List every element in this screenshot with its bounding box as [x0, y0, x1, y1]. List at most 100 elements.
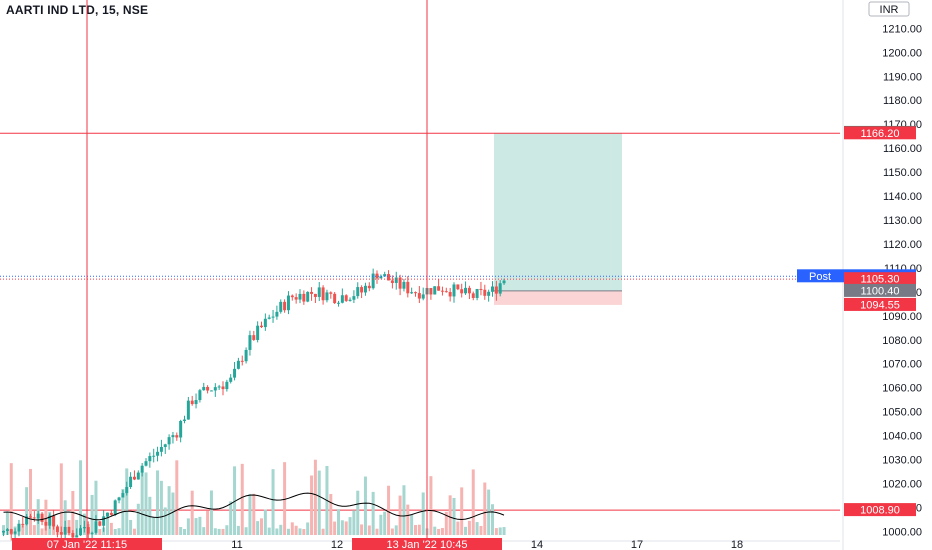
volume-bar	[179, 527, 183, 535]
volume-bar	[256, 521, 260, 535]
candle-body	[229, 377, 233, 382]
candle-body	[52, 515, 56, 527]
currency-box	[868, 1, 910, 17]
volume-bar	[252, 493, 256, 535]
candle-body	[152, 455, 156, 457]
candle-body	[390, 280, 394, 283]
candle-body	[352, 296, 356, 300]
candle-body	[9, 529, 13, 534]
y-tick-label: 1200.00	[882, 47, 922, 59]
y-tick-label: 1000.00	[882, 526, 922, 538]
candle-body	[21, 523, 25, 525]
volume-bar	[209, 490, 213, 535]
candle-body	[221, 386, 225, 390]
candle-body	[82, 527, 86, 529]
candle-body	[163, 444, 167, 447]
volume-bar	[125, 468, 129, 535]
volume-bar	[202, 527, 206, 535]
candle-body	[2, 530, 6, 533]
volume-bar	[25, 487, 29, 535]
candle-body	[283, 301, 287, 311]
volume-bar	[221, 528, 225, 535]
candle-body	[479, 288, 483, 290]
candle-body	[333, 293, 337, 304]
volume-bar	[117, 528, 121, 535]
volume-bar	[206, 510, 210, 535]
candle-body	[360, 287, 364, 293]
candle-body	[13, 531, 17, 534]
candle-body	[67, 526, 71, 534]
volume-bar	[159, 480, 163, 535]
candle-body	[59, 532, 63, 535]
candle-body	[240, 360, 244, 362]
candle-body	[198, 390, 202, 401]
price-tag-label: 1166.20	[861, 128, 900, 140]
volume-bar	[379, 514, 383, 535]
candle-body	[387, 274, 391, 281]
volume-bar	[44, 499, 48, 535]
crosshair-time-label: 07 Jan '22 11:15	[47, 539, 127, 550]
volume-bar	[233, 466, 237, 535]
candle-body	[383, 274, 387, 277]
candle-body	[125, 487, 129, 494]
candle-body	[448, 291, 452, 297]
volume-bars	[2, 459, 506, 535]
volume-bar	[479, 525, 483, 535]
candle-body	[379, 276, 383, 279]
candle-body	[179, 420, 183, 438]
candle-body	[491, 286, 494, 292]
candle-body	[317, 287, 321, 297]
volume-bar	[310, 475, 314, 535]
volume-bar	[464, 526, 468, 535]
candle-body	[375, 273, 379, 279]
candle-body	[144, 461, 148, 466]
candle-body	[340, 295, 344, 303]
volume-bar	[321, 528, 325, 535]
volume-bar	[9, 463, 13, 535]
post-market-label: Post	[809, 271, 831, 283]
candle-body	[90, 532, 94, 534]
candle-body	[367, 285, 371, 289]
candle-body	[132, 476, 136, 480]
candle-body	[206, 386, 210, 391]
volume-bar	[383, 511, 387, 535]
price-tag-label: 1105.30	[861, 274, 900, 286]
candle-body	[55, 526, 59, 533]
volume-bar	[402, 485, 406, 535]
candle-body	[171, 435, 175, 438]
candle-body	[113, 500, 117, 515]
x-tick-label: 11	[231, 539, 242, 550]
candle-body	[475, 288, 479, 298]
volume-bar	[460, 487, 464, 535]
candle-body	[398, 277, 402, 289]
volume-bar	[183, 528, 186, 535]
candle-body	[159, 446, 163, 452]
volume-bar	[167, 486, 171, 535]
y-tick-label: 1050.00	[882, 407, 922, 419]
y-tick-label: 1210.00	[882, 23, 922, 35]
candle-body	[325, 292, 329, 301]
y-tick-label: 1130.00	[883, 215, 922, 227]
volume-bar	[90, 494, 94, 535]
volume-bar	[63, 500, 67, 535]
volume-bar	[494, 528, 498, 535]
candle-body	[363, 285, 367, 293]
chart-title: AARTI IND LTD, 15, NSE	[6, 3, 149, 17]
candle-body	[417, 293, 421, 299]
volume-bar	[375, 528, 379, 535]
volume-bar	[283, 462, 287, 535]
volume-bar	[244, 527, 248, 535]
volume-bar	[148, 496, 152, 535]
volume-bar	[40, 528, 44, 535]
y-tick-label: 1060.00	[882, 383, 922, 395]
candle-body	[471, 293, 475, 298]
candle-body	[460, 289, 464, 294]
candle-body	[394, 277, 398, 283]
volume-bar	[329, 493, 333, 535]
price-tag	[844, 272, 916, 286]
target-zone	[494, 132, 622, 291]
candle-body	[106, 512, 109, 517]
y-tick-label: 1080.00	[882, 335, 922, 347]
candle-body	[356, 287, 360, 297]
